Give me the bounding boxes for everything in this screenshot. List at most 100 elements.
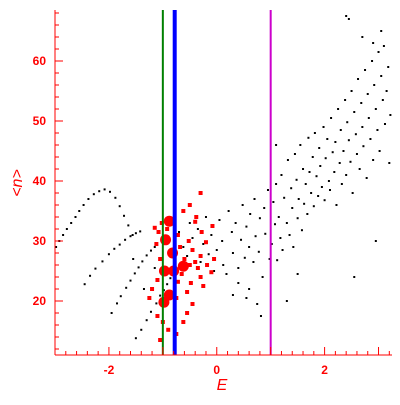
data-point bbox=[324, 157, 327, 160]
highlight-point bbox=[194, 215, 199, 219]
data-point bbox=[132, 258, 135, 260]
data-point bbox=[254, 235, 257, 238]
data-point bbox=[322, 126, 325, 128]
data-point bbox=[241, 204, 244, 206]
highlight-point bbox=[203, 240, 208, 245]
data-point bbox=[290, 187, 293, 190]
curve-point bbox=[118, 205, 121, 208]
x-tick-label: 2 bbox=[321, 363, 328, 377]
data-point bbox=[215, 249, 218, 251]
data-point bbox=[377, 51, 380, 53]
data-point bbox=[344, 99, 347, 101]
data-point bbox=[292, 246, 295, 248]
highlight-point bbox=[159, 221, 164, 225]
highlight-point bbox=[175, 279, 180, 284]
data-point bbox=[149, 249, 152, 252]
data-point bbox=[273, 223, 276, 226]
data-point bbox=[362, 145, 365, 148]
data-point bbox=[331, 151, 334, 154]
data-point bbox=[303, 202, 306, 205]
highlight-point bbox=[150, 287, 155, 291]
data-point bbox=[371, 60, 374, 62]
data-point bbox=[353, 111, 356, 113]
curve-point bbox=[65, 228, 68, 230]
data-point bbox=[125, 286, 128, 289]
data-point bbox=[202, 243, 205, 245]
data-point bbox=[245, 225, 248, 228]
data-point bbox=[276, 259, 279, 262]
curve-point bbox=[87, 198, 90, 200]
highlight-point bbox=[198, 254, 203, 258]
data-point bbox=[387, 66, 390, 68]
highlight-point bbox=[181, 209, 186, 213]
data-point bbox=[196, 228, 199, 230]
curve-point bbox=[103, 188, 106, 191]
data-point bbox=[357, 78, 360, 80]
data-point bbox=[381, 99, 384, 101]
x-tick-label: -2 bbox=[104, 363, 115, 377]
data-point bbox=[339, 129, 342, 131]
data-point bbox=[286, 159, 289, 161]
data-point bbox=[268, 258, 271, 260]
data-point bbox=[153, 246, 156, 248]
data-point bbox=[283, 196, 286, 199]
data-point bbox=[89, 274, 92, 277]
highlight-point bbox=[178, 245, 183, 249]
highlight-point bbox=[199, 230, 204, 234]
data-point bbox=[335, 204, 338, 206]
data-point bbox=[291, 207, 294, 209]
data-point bbox=[383, 123, 386, 125]
highlight-point bbox=[186, 239, 191, 243]
black-point-series bbox=[83, 15, 392, 340]
data-point bbox=[140, 328, 143, 331]
data-point bbox=[153, 267, 156, 269]
data-point bbox=[312, 205, 315, 208]
data-point bbox=[213, 270, 216, 272]
highlight-point bbox=[165, 227, 170, 231]
data-point bbox=[374, 240, 377, 242]
data-point bbox=[149, 310, 152, 313]
highlight-point bbox=[147, 296, 152, 300]
data-point bbox=[256, 303, 259, 305]
data-point bbox=[225, 273, 228, 275]
data-point bbox=[280, 174, 283, 176]
curve-point bbox=[82, 204, 85, 206]
data-point bbox=[310, 192, 313, 194]
curve-series bbox=[55, 188, 134, 248]
data-point bbox=[231, 294, 234, 296]
highlight-point bbox=[152, 225, 157, 230]
highlight-point bbox=[158, 257, 163, 261]
highlight-point bbox=[181, 320, 186, 324]
data-point bbox=[248, 246, 251, 248]
data-point bbox=[302, 168, 305, 170]
curve-point bbox=[131, 234, 134, 236]
data-point bbox=[374, 108, 377, 110]
data-point bbox=[162, 289, 165, 292]
data-point bbox=[245, 297, 248, 299]
data-point bbox=[142, 288, 145, 290]
data-point bbox=[261, 276, 264, 278]
highlight-point bbox=[198, 275, 203, 279]
data-point bbox=[275, 144, 278, 146]
data-point bbox=[155, 302, 158, 305]
data-point bbox=[137, 266, 140, 269]
highlight-point bbox=[187, 263, 192, 267]
highlight-point bbox=[193, 219, 198, 224]
data-point bbox=[237, 282, 240, 284]
data-point bbox=[221, 240, 224, 242]
y-tick-label: 50 bbox=[33, 114, 47, 128]
data-point bbox=[349, 160, 352, 163]
data-point bbox=[346, 121, 349, 124]
highlight-point bbox=[205, 263, 210, 267]
curve-point bbox=[70, 222, 73, 224]
data-point bbox=[347, 18, 350, 20]
data-point bbox=[279, 237, 282, 239]
data-point bbox=[338, 162, 341, 164]
data-point bbox=[281, 249, 284, 251]
data-point bbox=[129, 235, 132, 238]
data-point bbox=[116, 302, 119, 305]
curve-point bbox=[123, 214, 126, 217]
data-point bbox=[199, 261, 202, 263]
data-point bbox=[186, 255, 189, 257]
